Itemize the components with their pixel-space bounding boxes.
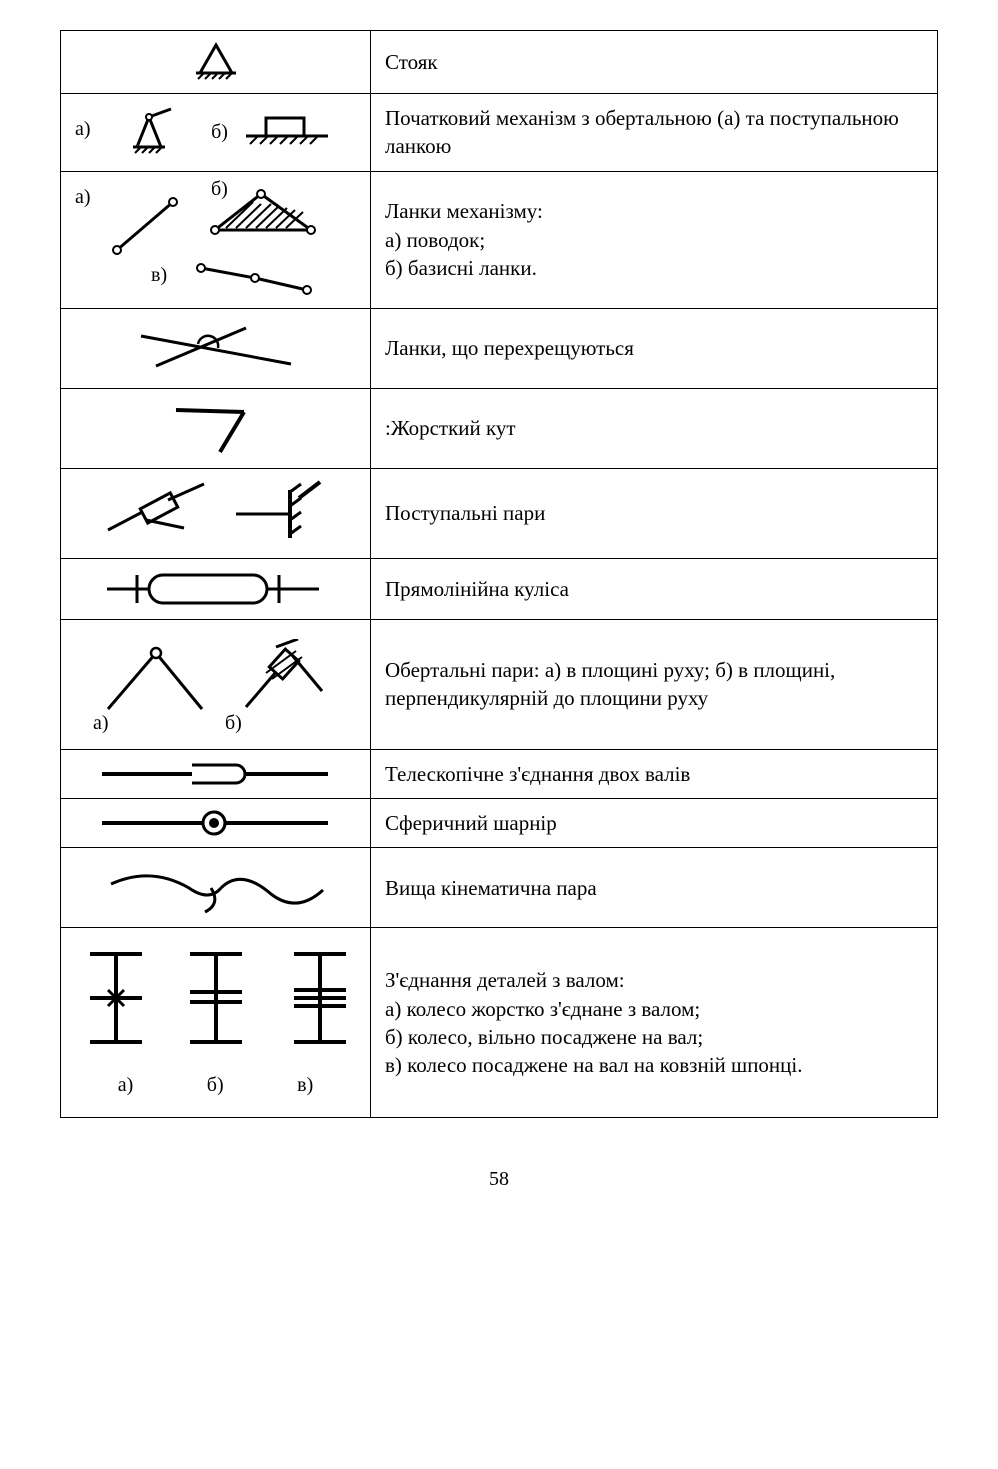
- desc-crossing-links: Ланки, що перехрещуються: [371, 308, 938, 388]
- label-a: а): [75, 118, 91, 141]
- rotational-link-icon: [127, 107, 197, 157]
- symbol-telescopic: [61, 749, 371, 798]
- symbols-table: Стояк а) б): [60, 30, 938, 1118]
- page-number: 58: [60, 1168, 938, 1191]
- label-b: б): [211, 121, 228, 144]
- desc-translational-pairs: Поступальні пари: [371, 468, 938, 558]
- rotational-pairs-icon: [86, 639, 346, 729]
- triangle-stand-icon: [186, 39, 246, 85]
- crossing-links-icon: [126, 318, 306, 378]
- telescopic-icon: [96, 759, 336, 789]
- label-v: в): [151, 264, 167, 287]
- desc-straight-slide: Прямолінійна куліса: [371, 558, 938, 619]
- desc-rotational-pairs: Обертальні пари: а) в площині руху; б) в…: [371, 619, 938, 749]
- symbol-stand: [61, 31, 371, 94]
- symbol-rigid-angle: [61, 388, 371, 468]
- desc-spherical-joint: Сферичний шарнір: [371, 799, 938, 848]
- symbol-spherical-joint: [61, 799, 371, 848]
- symbol-rotational-pairs: а) б): [61, 619, 371, 749]
- symbol-straight-slide: [61, 558, 371, 619]
- symbol-mechanism-links: а) б) в): [61, 171, 371, 308]
- higher-pair-icon: [101, 858, 331, 918]
- label-v: в): [297, 1074, 313, 1097]
- label-a: а): [118, 1074, 134, 1097]
- desc-rigid-angle: :Жорсткий кут: [371, 388, 938, 468]
- desc-higher-pair: Вища кінематична пара: [371, 848, 938, 928]
- symbol-higher-pair: [61, 848, 371, 928]
- label-b: б): [207, 1074, 224, 1097]
- symbol-translational-pairs: [61, 468, 371, 558]
- translational-link-icon: [242, 110, 332, 154]
- desc-telescopic: Телескопічне з'єднання двох валів: [371, 749, 938, 798]
- label-b: б): [225, 712, 242, 735]
- desc-initial-mechanism: Початковий механізм з обертальною (а) та…: [371, 94, 938, 172]
- label-b: б): [211, 178, 228, 201]
- symbol-crossing-links: [61, 308, 371, 388]
- label-a: а): [75, 186, 91, 209]
- translational-pairs-icon: [96, 478, 336, 548]
- rigid-angle-icon: [156, 398, 276, 458]
- label-a: а): [93, 712, 109, 735]
- desc-shaft-connections: З'єднання деталей з валом: а) колесо жор…: [371, 928, 938, 1118]
- symbol-initial-mechanism: а) б): [61, 94, 371, 172]
- desc-mechanism-links: Ланки механізму: а) поводок; б) базисні …: [371, 171, 938, 308]
- desc-stand: Стояк: [371, 31, 938, 94]
- shaft-connections-icon: [76, 944, 356, 1074]
- straight-slide-icon: [101, 567, 331, 611]
- spherical-joint-icon: [96, 807, 336, 839]
- symbol-shaft-connections: а) б) в): [61, 928, 371, 1118]
